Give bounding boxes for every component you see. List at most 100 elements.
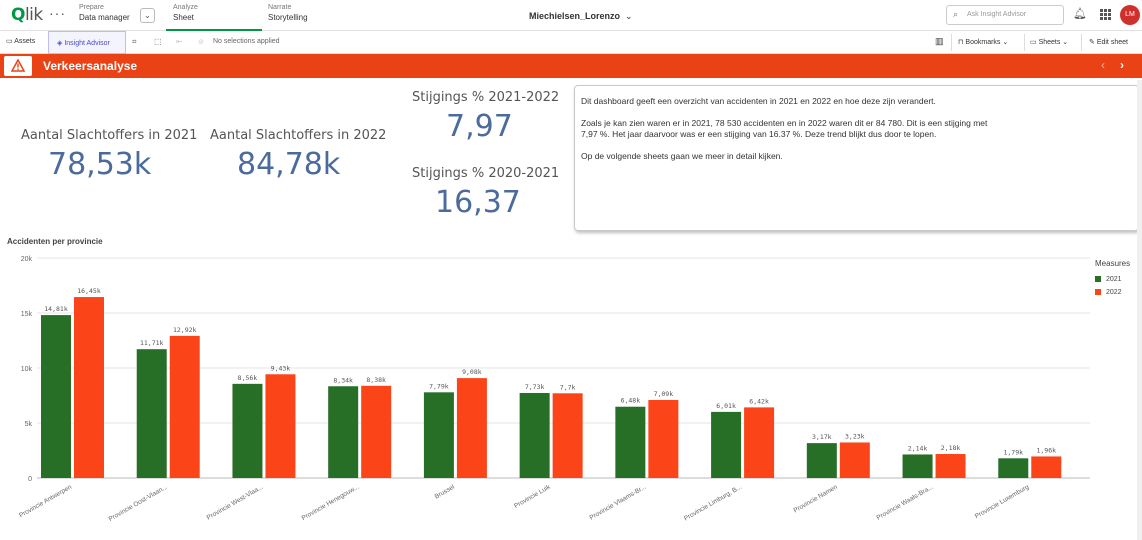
x-tick-label: Provincie Antwerpen (18, 483, 73, 519)
summary-text-box[interactable]: Dit dashboard geeft een overzicht van ac… (574, 85, 1139, 231)
legend-label: 2022 (1106, 289, 1122, 296)
data-label: 3,17k (812, 433, 832, 441)
data-label: 6,42k (749, 397, 769, 405)
data-label: 7,79k (429, 382, 449, 390)
chart-title: Accidenten per provincie (7, 237, 103, 246)
summary-paragraph-1: Dit dashboard geeft een overzicht van ac… (581, 96, 1132, 107)
y-tick-label: 0 (28, 476, 32, 483)
divider (1081, 34, 1082, 51)
bar-2021[interactable] (807, 443, 837, 478)
chevron-down-icon: ⌄ (1060, 39, 1068, 46)
bookmarks-button[interactable]: ⊓ Bookmarks ⌄ (958, 38, 1008, 46)
lasso-select-icon[interactable]: ⬚ (154, 37, 162, 46)
data-label: 11,71k (140, 339, 164, 347)
top-navigation: Qlik ··· Prepare Data manager ⌄ Analyze … (0, 0, 1142, 31)
panel-icon: ▭ (6, 38, 14, 45)
sheet-toolbar: ▭ Assets ◈ Insight Advisor ⌗ ⬚ ⇤ ⊘ No se… (0, 31, 1142, 54)
data-label: 2,14k (908, 444, 928, 452)
bar-2021[interactable] (137, 349, 167, 478)
bar-2022[interactable] (1031, 456, 1061, 478)
kpi-rise-2021-2022-label: Stijgings % 2021-2022 (412, 90, 559, 105)
insight-advisor-label: Insight Advisor (64, 40, 110, 47)
edit-sheet-button[interactable]: ✎ Edit sheet (1089, 38, 1128, 46)
data-label: 12,92k (173, 326, 197, 334)
nav-narrate[interactable]: Narrate Storytelling (268, 4, 308, 31)
bar-2022[interactable] (74, 297, 104, 478)
data-label: 9,43k (271, 364, 291, 372)
next-sheet-icon[interactable]: › (1120, 58, 1124, 72)
nav-analyze[interactable]: Analyze Sheet (166, 4, 262, 31)
bar-2022[interactable] (170, 336, 200, 478)
bar-2022[interactable] (361, 386, 391, 478)
bar-2022[interactable] (648, 400, 678, 478)
kpi-rise-2020-2021-label: Stijgings % 2020-2021 (412, 166, 559, 181)
app-name: Miechielsen_Lorenzo (529, 11, 620, 21)
data-label: 8,38k (366, 376, 386, 384)
bar-2021[interactable] (41, 315, 71, 478)
legend-label: 2021 (1106, 276, 1122, 283)
bar-2021[interactable] (903, 454, 933, 478)
bar-2022[interactable] (840, 442, 870, 478)
warning-icon (4, 56, 32, 76)
edit-sheet-label: Edit sheet (1097, 39, 1128, 46)
insight-search-input[interactable]: ⌕ Ask Insight Advisor (946, 5, 1064, 25)
vertical-scrollbar[interactable] (1137, 80, 1142, 540)
nav-narrate-label: Narrate (268, 4, 308, 11)
summary-paragraph-3: Op de volgende sheets gaan we meer in de… (581, 151, 1132, 162)
bar-chart[interactable]: 0 5k 10k 15k 20k 14,81k 16,45k Provincie Antwer… (0, 248, 1090, 540)
app-name-dropdown[interactable]: Miechielsen_Lorenzo ⌄ (529, 11, 633, 22)
smart-search-icon[interactable]: ⌗ (132, 37, 137, 47)
legend-item-2021[interactable]: 2021 (1095, 276, 1122, 283)
data-label: 14,81k (44, 305, 68, 313)
sheets-icon: ▭ (1030, 39, 1039, 46)
x-tick-label: Provincie Vlaams-Br... (588, 484, 647, 522)
divider (951, 34, 952, 51)
sheet-title: Verkeersanalyse (43, 59, 137, 73)
chevron-down-icon[interactable]: ⌄ (140, 8, 155, 23)
insight-advisor-button[interactable]: ◈ Insight Advisor (48, 31, 126, 54)
sheets-label: Sheets (1039, 39, 1061, 46)
chevron-down-icon: ⌄ (625, 11, 633, 21)
bar-2021[interactable] (424, 392, 454, 478)
kpi-victims-2021-value: 78,53k (48, 147, 151, 182)
more-menu-icon[interactable]: ··· (49, 5, 66, 21)
bar-2022[interactable] (457, 378, 487, 478)
avatar[interactable]: LM (1120, 5, 1140, 25)
bar-2021[interactable] (711, 412, 741, 478)
bar-2022[interactable] (553, 393, 583, 478)
bar-2021[interactable] (520, 393, 550, 478)
sheet-title-bar: Verkeersanalyse ‹ › (0, 54, 1142, 78)
x-tick-label: Provincie Henegouw... (301, 484, 361, 522)
legend-item-2022[interactable]: 2022 (1095, 289, 1122, 296)
legend-swatch (1095, 276, 1101, 282)
pencil-icon: ✎ (1089, 39, 1097, 46)
qlik-logo[interactable]: Qlik (11, 5, 43, 25)
summary-paragraph-2-line-2: 7,97 %. Het jaar daarvoor was er een sti… (581, 129, 936, 139)
data-label: 6,48k (621, 397, 641, 405)
layout-icon[interactable]: ▥ (935, 36, 944, 47)
nav-prepare-label: Prepare (79, 4, 130, 11)
bar-2021[interactable] (232, 384, 262, 478)
bar-2021[interactable] (615, 407, 645, 478)
bar-2022[interactable] (744, 407, 774, 478)
chevron-down-icon: ⌄ (1000, 39, 1008, 46)
nav-prepare[interactable]: Prepare Data manager (79, 4, 130, 31)
bar-2022[interactable] (936, 454, 966, 478)
bar-2021[interactable] (328, 386, 358, 478)
x-tick-label: Provincie Limburg, B... (683, 484, 743, 523)
clear-selections-icon[interactable]: ⊘ (198, 38, 204, 46)
previous-sheet-icon[interactable]: ‹ (1101, 58, 1105, 72)
no-selections-text: No selections applied (213, 38, 280, 45)
bar-2022[interactable] (265, 374, 295, 478)
legend-title: Measures (1095, 259, 1130, 268)
assets-label: Assets (14, 38, 35, 45)
bar-2021[interactable] (998, 458, 1028, 478)
notification-bell-icon[interactable]: 🔔︎ (1073, 7, 1087, 20)
data-label: 1,96k (1036, 446, 1056, 454)
app-grid-icon[interactable] (1100, 9, 1111, 20)
y-tick-label: 15k (21, 311, 33, 318)
search-icon: ⌕ (953, 9, 958, 20)
assets-button[interactable]: ▭ Assets (6, 37, 35, 45)
sheets-button[interactable]: ▭ Sheets ⌄ (1030, 38, 1068, 46)
step-back-icon[interactable]: ⇤ (176, 37, 183, 46)
